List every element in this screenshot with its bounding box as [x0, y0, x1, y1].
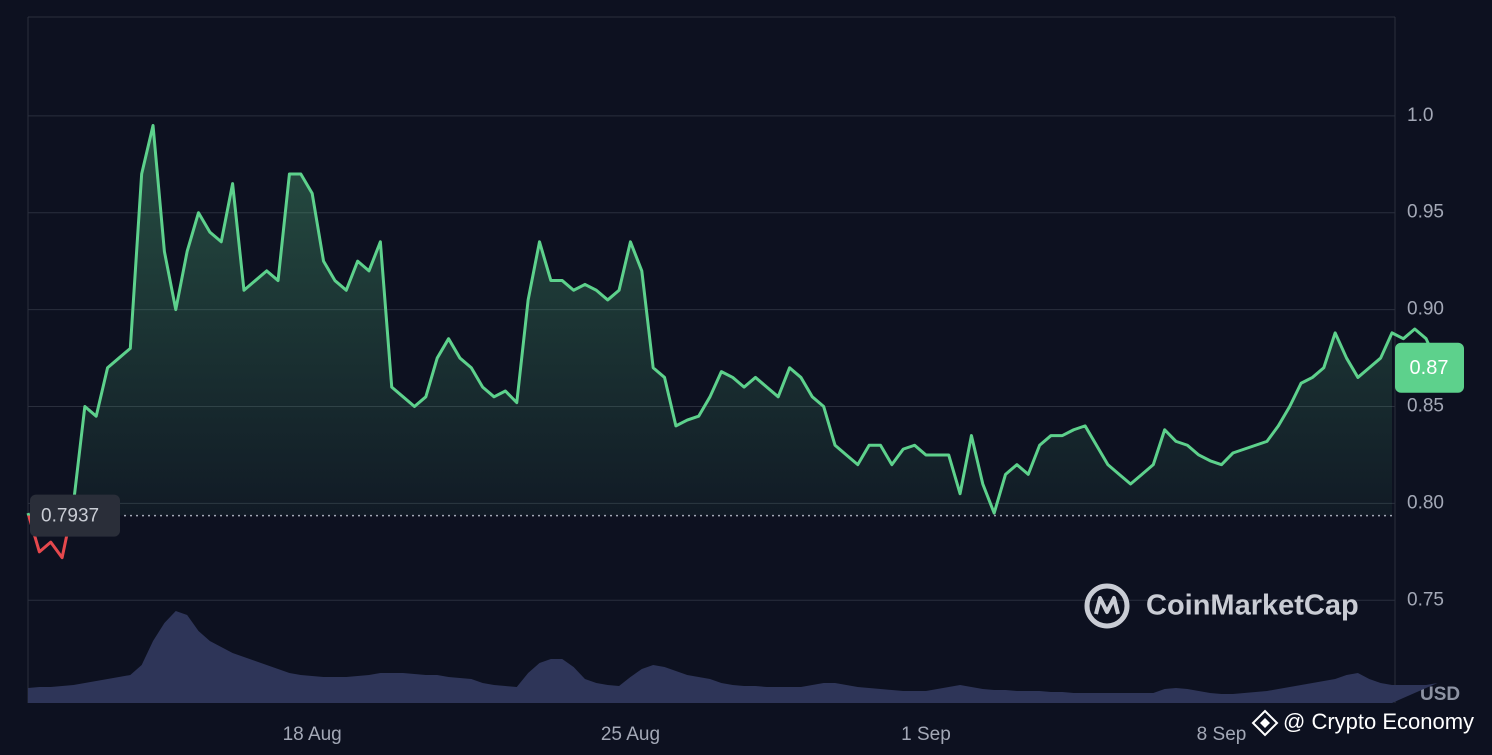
- baseline-label: 0.7937: [41, 506, 99, 527]
- price-line: [26, 124, 1439, 560]
- baseline-label-box: [30, 494, 120, 537]
- y-tick-label: 0.75: [1407, 589, 1444, 610]
- current-price-box: [1395, 342, 1464, 393]
- watermark: CoinMarketCap: [1146, 590, 1359, 622]
- x-tick-label: 8 Sep: [1197, 724, 1247, 745]
- watermark-logo: [1084, 583, 1130, 629]
- x-tick-label: 25 Aug: [601, 724, 660, 745]
- y-tick-label: 0.80: [1407, 492, 1444, 513]
- credit: @ Crypto Economy: [1283, 709, 1474, 734]
- volume-area: [28, 611, 1438, 703]
- credit-icon: [1251, 709, 1279, 737]
- y-tick-label: 0.85: [1407, 396, 1444, 417]
- current-price-label: 0.87: [1410, 357, 1449, 379]
- volume-layer: [28, 611, 1438, 703]
- x-tick-label: 18 Aug: [283, 724, 342, 745]
- price-fill: [28, 125, 1392, 516]
- labels: 0.75 0.80 0.85 0.90 0.95 1.0 18 Aug 25 Aug 1 Sep…: [30, 105, 1464, 745]
- y-tick-label: 0.90: [1407, 299, 1444, 320]
- x-tick-label: 1 Sep: [901, 724, 951, 745]
- price-layer: [26, 124, 1439, 560]
- currency: USD: [1420, 684, 1460, 705]
- y-tick-label: 1.0: [1407, 105, 1433, 126]
- y-tick-label: 0.95: [1407, 202, 1444, 223]
